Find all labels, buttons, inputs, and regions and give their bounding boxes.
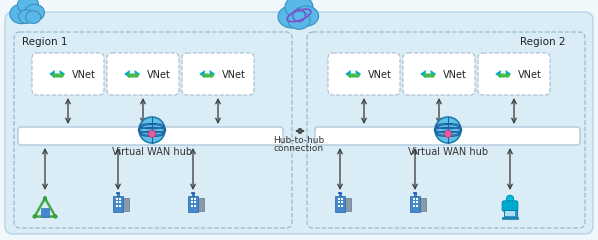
Bar (115, 201, 118, 203)
Bar (194, 201, 196, 203)
Bar (188, 196, 198, 212)
Bar (41, 208, 48, 216)
Ellipse shape (288, 11, 310, 29)
Text: connection: connection (274, 144, 324, 153)
Ellipse shape (435, 117, 461, 143)
Text: VNet: VNet (222, 70, 246, 80)
Ellipse shape (278, 6, 306, 28)
FancyBboxPatch shape (32, 53, 104, 95)
Bar (115, 198, 118, 200)
Bar (338, 193, 341, 196)
Bar (417, 198, 426, 211)
Ellipse shape (116, 192, 120, 194)
Ellipse shape (294, 6, 319, 26)
Polygon shape (60, 70, 65, 78)
Text: Region 1: Region 1 (22, 37, 68, 47)
FancyBboxPatch shape (182, 53, 254, 95)
Bar (338, 198, 340, 200)
Text: Region 2: Region 2 (520, 37, 565, 47)
Ellipse shape (191, 192, 195, 194)
Bar (338, 201, 340, 203)
Ellipse shape (19, 10, 35, 23)
Circle shape (54, 215, 57, 218)
Bar (341, 205, 343, 207)
Bar (416, 198, 418, 200)
Text: VNet: VNet (518, 70, 542, 80)
Ellipse shape (338, 192, 342, 194)
Text: VNet: VNet (368, 70, 392, 80)
Polygon shape (49, 70, 55, 78)
Ellipse shape (285, 0, 313, 18)
Polygon shape (356, 70, 361, 78)
Bar (191, 205, 193, 207)
Ellipse shape (25, 4, 44, 21)
Ellipse shape (26, 11, 41, 24)
FancyBboxPatch shape (5, 12, 593, 234)
Text: Hub-to-hub: Hub-to-hub (273, 136, 325, 145)
Polygon shape (124, 70, 130, 78)
Ellipse shape (139, 117, 165, 143)
Text: Virtual WAN hub: Virtual WAN hub (112, 147, 192, 157)
Bar (416, 201, 418, 203)
Ellipse shape (17, 0, 38, 14)
FancyBboxPatch shape (328, 53, 400, 95)
Bar (338, 205, 340, 207)
Circle shape (507, 195, 514, 203)
Polygon shape (420, 70, 426, 78)
Text: VNet: VNet (443, 70, 467, 80)
Polygon shape (199, 70, 205, 78)
Bar (119, 201, 121, 203)
Bar (341, 198, 343, 200)
Text: VNet: VNet (147, 70, 171, 80)
Bar (191, 198, 193, 200)
Bar (119, 198, 121, 200)
Bar (505, 210, 515, 216)
Bar (113, 196, 123, 212)
Bar (413, 198, 415, 200)
Bar (410, 196, 420, 212)
Bar (117, 193, 120, 196)
Bar (413, 205, 415, 207)
FancyBboxPatch shape (478, 53, 550, 95)
Bar (413, 201, 415, 203)
Bar (504, 210, 517, 217)
Bar (115, 205, 118, 207)
FancyBboxPatch shape (18, 127, 283, 145)
Circle shape (43, 197, 47, 200)
Bar (192, 193, 194, 196)
Bar (195, 198, 204, 211)
Polygon shape (210, 70, 215, 78)
Bar (416, 205, 418, 207)
Ellipse shape (444, 130, 451, 138)
Polygon shape (431, 70, 436, 78)
Bar (120, 198, 129, 211)
Bar (341, 201, 343, 203)
Bar (502, 217, 518, 219)
FancyBboxPatch shape (502, 201, 518, 211)
Bar (342, 198, 351, 211)
FancyBboxPatch shape (315, 127, 580, 145)
Polygon shape (135, 70, 140, 78)
Polygon shape (505, 70, 511, 78)
FancyBboxPatch shape (403, 53, 475, 95)
Bar (191, 201, 193, 203)
Text: Virtual WAN hub: Virtual WAN hub (408, 147, 488, 157)
Bar (414, 193, 416, 196)
Polygon shape (495, 70, 501, 78)
Bar (194, 198, 196, 200)
Text: VNet: VNet (72, 70, 96, 80)
Polygon shape (345, 70, 351, 78)
Ellipse shape (148, 130, 155, 138)
Circle shape (33, 215, 36, 218)
Bar (194, 205, 196, 207)
Ellipse shape (413, 192, 417, 194)
FancyBboxPatch shape (107, 53, 179, 95)
Ellipse shape (10, 4, 33, 24)
Bar (335, 196, 345, 212)
Bar (119, 205, 121, 207)
